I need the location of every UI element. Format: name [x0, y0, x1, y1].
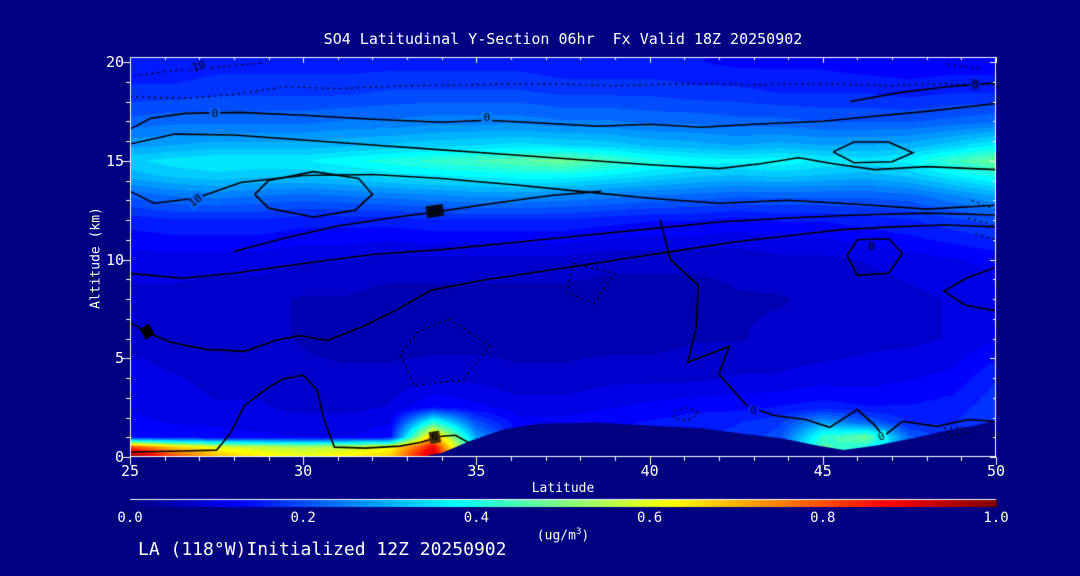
colorbar-tick-label: 0.0: [117, 510, 143, 526]
colorbar-units-label: (ug/m3): [130, 527, 996, 543]
colorbar-tick-label: 0.4: [463, 510, 490, 526]
colorbar-tick-label: 0.8: [810, 510, 836, 526]
colorbar-tick-label: 1.0: [983, 510, 1009, 526]
colorbar-tick-label: 0.6: [636, 510, 663, 526]
colorbar-units-suffix: ): [581, 528, 590, 544]
y-tick-label: 10: [105, 250, 124, 269]
colorbar-units-prefix: (ug/m: [536, 528, 576, 544]
y-tick-label: 0: [114, 448, 124, 466]
x-tick-label: 45: [813, 462, 832, 480]
plot-caption: LA (118°W)Initialized 12Z 20250902: [138, 539, 507, 560]
x-axis-title: Latitude: [531, 481, 595, 496]
y-tick-label: 15: [105, 151, 124, 170]
plot-title: SO4 Latitudinal Y-Section 06hr Fx Valid …: [323, 30, 803, 48]
x-tick-label: 40: [640, 462, 659, 480]
x-tick-label: 50: [986, 462, 1006, 480]
y-tick-label: 20: [105, 53, 124, 71]
colorbar-tick-label: 0.2: [290, 510, 316, 526]
x-tick-label: 30: [294, 462, 313, 480]
x-tick-label: 25: [120, 462, 140, 480]
x-tick-label: 35: [467, 462, 486, 480]
y-tick-label: 5: [114, 349, 124, 368]
colorbar-units-sup: 3: [575, 527, 582, 537]
